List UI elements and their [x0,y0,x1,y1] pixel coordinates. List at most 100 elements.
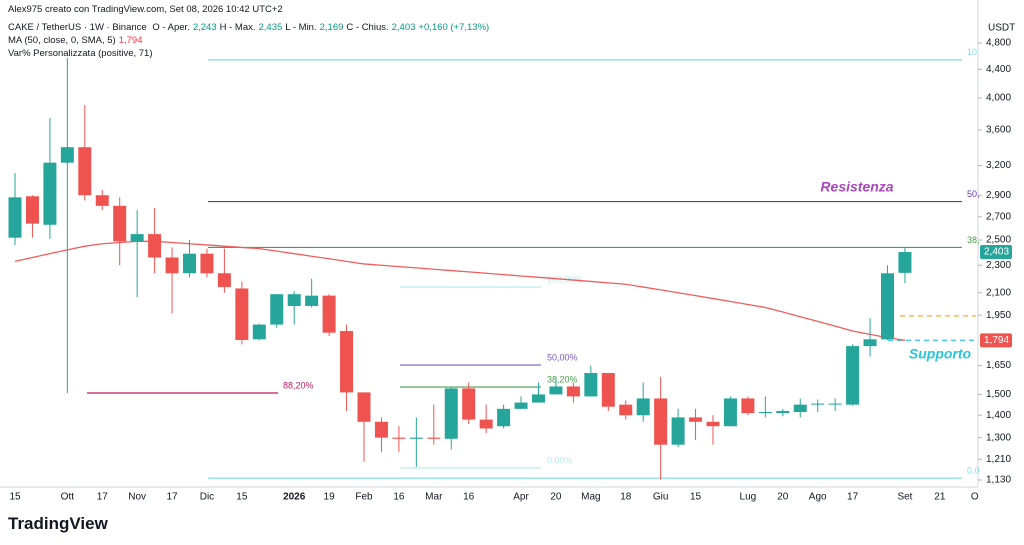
ohlc-value: 2,403 [391,22,416,33]
x-tick-label: 18 [620,492,632,503]
candle-body [270,294,284,325]
y-tick-label: 4,000 [986,93,1011,104]
x-tick-label: 16 [393,492,405,503]
candle-body [863,339,877,347]
candle-body [723,398,737,427]
candle-body [479,419,493,429]
ohlc-key: C - Chius. [346,22,389,33]
candle-body [601,373,615,407]
candle-body [305,295,319,306]
candle-body [654,398,668,445]
level-label: 10 [967,47,977,57]
x-tick-label: 15 [9,492,21,503]
candle-body [444,388,458,439]
price-label-box [980,245,1012,260]
ohlc-key: H - Max. [219,22,256,33]
x-tick-label: Giu [653,492,669,503]
level-label: 0,0 [967,465,980,475]
x-tick-label: Ago [809,492,827,503]
candle-body [252,324,266,340]
logo: TradingView [8,514,108,534]
candle-body [514,402,528,409]
candle-body [374,421,388,438]
y-tick-label: 4,400 [986,64,1011,75]
candle-body [409,437,423,439]
candle-body [758,412,772,414]
axis-unit: USDT [988,23,1015,34]
candle-body [392,437,406,439]
y-tick-label: 3,600 [986,125,1011,136]
x-tick-label: Feb [355,492,373,503]
x-tick-label: 21 [934,492,946,503]
ohlc-value: 2,435 [258,22,283,33]
candle-body [60,147,74,163]
candle-body [322,295,336,333]
candle-body [584,373,598,397]
candle-body [689,417,703,422]
y-tick-label: 1,500 [986,389,1011,400]
ohlc-key: O - Aper. [152,22,190,33]
x-tick-label: Ott [61,492,75,503]
level-label: 50, [967,189,980,199]
price-label-box [980,333,1012,348]
candle-body [427,437,441,439]
logo-text: TradingView [8,514,108,533]
indicator: Var% Personalizzata (positive, 71) [8,48,153,59]
level-label: 0,00% [547,455,573,465]
candle-body [200,253,214,274]
ma-legend: MA (50, close, 0, SMA, 5) 1,794 [8,35,146,46]
y-tick-label: 1,650 [986,360,1011,371]
ohlc-value: 2,169 [319,22,344,33]
ma-line [14,240,906,341]
price-label: 2,403 [984,247,1009,258]
candle-body [566,386,580,397]
x-tick-label: 17 [847,492,859,503]
candle-body [828,403,842,405]
candle-body [532,394,545,403]
x-tick-label: Lug [740,492,757,503]
credit: Alex975 creato con TradingView.com, Set … [8,4,283,15]
candle-body [462,388,476,420]
candle-body [130,234,144,242]
symbol-line: CAKE / TetherUS · 1W · Binance O - Aper.… [8,22,492,33]
y-tick-label: 2,500 [986,235,1011,246]
y-tick-label: 1,210 [986,454,1011,465]
ma-name: MA (50, close, 0, SMA, 5) [8,35,116,46]
x-tick-label: 17 [166,492,178,503]
ma-value: 1,794 [118,35,143,46]
x-tick-label: 20 [777,492,789,503]
candle-body [497,408,511,427]
y-tick-label: 3,200 [986,160,1011,171]
x-tick-label: 19 [324,492,336,503]
x-tick-label: 15 [690,492,702,503]
y-tick-label: 2,100 [986,287,1011,298]
candle-body [793,404,807,413]
symbol: CAKE / TetherUS · 1W · Binance [8,22,147,33]
candle-body [113,205,127,242]
candle-body [811,403,825,405]
candle-body [340,331,354,393]
candle-body [165,257,179,274]
x-tick-label: 15 [236,492,248,503]
candle-body [846,346,860,405]
candle-body [217,273,231,288]
y-tick-label: 2,700 [986,211,1011,222]
x-tick-label: O [971,492,979,503]
candle-body [148,234,162,258]
y-tick-label: 1,130 [986,475,1011,486]
y-tick-label: 2,900 [986,190,1011,201]
candle-body [671,417,685,445]
x-tick-label: Mar [425,492,443,503]
y-tick-label: 4,800 [986,38,1011,49]
candle-body [43,162,57,225]
y-tick-label: 1,950 [986,310,1011,321]
change: +0,160 (+7,13%) [418,22,490,33]
x-tick-label: Mag [581,492,600,503]
candle-body [549,386,563,395]
ohlc-value: 2,243 [192,22,217,33]
level-label: 38, [967,235,980,245]
annotation: Supporto [909,346,972,362]
x-tick-label: Nov [128,492,146,503]
